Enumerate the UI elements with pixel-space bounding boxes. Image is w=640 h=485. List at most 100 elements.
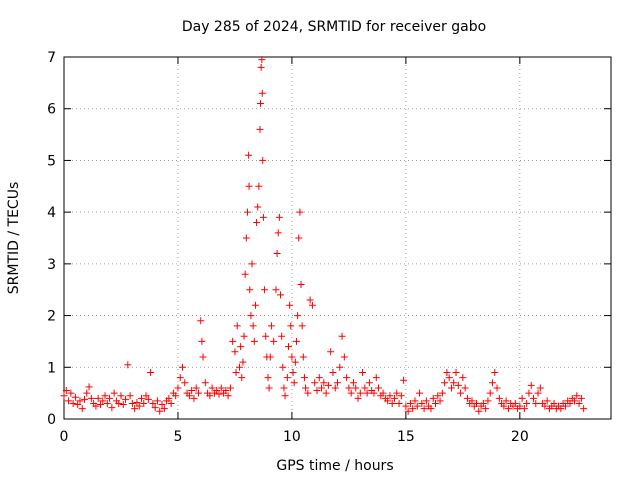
x-axis-label: GPS time / hours xyxy=(276,458,393,474)
data-point xyxy=(313,387,321,395)
data-point xyxy=(352,384,360,392)
data-point xyxy=(262,332,270,340)
data-point xyxy=(142,392,150,400)
data-point xyxy=(523,399,531,407)
x-tick-label: 15 xyxy=(397,429,415,445)
data-point xyxy=(302,384,310,392)
data-point xyxy=(349,379,357,387)
data-point xyxy=(275,213,283,221)
data-point xyxy=(217,384,225,392)
data-point xyxy=(541,402,549,410)
data-point xyxy=(239,358,247,366)
data-point xyxy=(409,405,417,413)
data-point xyxy=(149,399,157,407)
data-point xyxy=(557,405,565,413)
data-point xyxy=(297,281,305,289)
data-point xyxy=(153,397,161,405)
data-point xyxy=(158,401,166,409)
data-point xyxy=(520,405,528,413)
data-point xyxy=(295,234,303,242)
data-point xyxy=(447,384,455,392)
data-point xyxy=(215,390,223,398)
data-point xyxy=(62,387,70,395)
data-point xyxy=(266,353,274,361)
data-point xyxy=(267,322,275,330)
data-point xyxy=(151,404,159,412)
data-point xyxy=(240,332,248,340)
data-point xyxy=(290,379,298,387)
data-point xyxy=(185,392,193,400)
data-point xyxy=(318,384,326,392)
data-point xyxy=(395,399,403,407)
data-point xyxy=(96,401,104,409)
data-point xyxy=(486,389,494,397)
y-tick-label: 0 xyxy=(47,412,56,428)
data-point xyxy=(347,389,355,397)
data-point xyxy=(566,399,574,407)
data-point xyxy=(201,379,209,387)
data-point xyxy=(242,234,250,242)
data-point xyxy=(160,405,168,413)
data-point xyxy=(336,363,344,371)
data-point xyxy=(156,407,164,415)
data-point xyxy=(343,374,351,382)
data-point xyxy=(235,363,243,371)
data-point xyxy=(372,374,380,382)
data-point xyxy=(329,368,337,376)
data-point xyxy=(192,384,200,392)
data-point xyxy=(315,374,323,382)
data-point xyxy=(233,322,241,330)
data-point xyxy=(400,376,408,384)
data-point xyxy=(224,392,232,400)
data-point xyxy=(459,374,467,382)
data-point xyxy=(482,405,490,413)
data-point xyxy=(188,387,196,395)
data-point xyxy=(278,332,286,340)
data-point xyxy=(571,397,579,405)
data-point xyxy=(500,402,508,410)
data-point xyxy=(532,399,540,407)
data-point xyxy=(397,392,405,400)
data-point xyxy=(375,384,383,392)
data-point xyxy=(265,384,273,392)
data-point xyxy=(334,379,341,387)
data-point xyxy=(422,397,430,405)
data-point xyxy=(101,392,109,400)
data-point xyxy=(536,384,544,392)
data-point xyxy=(327,348,335,356)
data-point xyxy=(65,397,73,405)
data-point xyxy=(434,392,442,400)
data-point xyxy=(454,381,462,389)
data-point xyxy=(255,182,263,190)
data-point xyxy=(416,389,424,397)
data-point xyxy=(479,399,487,407)
data-point xyxy=(124,361,132,369)
y-tick-label: 5 xyxy=(47,153,56,169)
data-point xyxy=(306,296,314,304)
data-point xyxy=(393,389,401,397)
tick-layer: 0 5 10 15 20 0 1 2 3 4 5 6 7 xyxy=(47,50,611,445)
data-point xyxy=(197,317,205,325)
data-point xyxy=(577,394,585,402)
y-tick-label: 1 xyxy=(47,360,56,376)
data-point xyxy=(122,395,130,403)
data-point xyxy=(284,343,292,351)
data-point xyxy=(167,399,175,407)
data-point xyxy=(172,392,180,400)
data-point xyxy=(117,392,125,400)
data-point xyxy=(250,337,258,345)
y-tick-label: 7 xyxy=(47,50,56,66)
data-point xyxy=(461,384,469,392)
data-point xyxy=(468,397,476,405)
data-point xyxy=(345,384,353,392)
data-point xyxy=(411,397,419,405)
data-point xyxy=(457,389,465,397)
data-point xyxy=(432,399,440,407)
data-point xyxy=(264,374,272,382)
data-point xyxy=(259,156,267,164)
data-point xyxy=(85,383,93,391)
data-point xyxy=(340,353,348,361)
data-point xyxy=(324,381,332,389)
data-point xyxy=(390,394,398,402)
